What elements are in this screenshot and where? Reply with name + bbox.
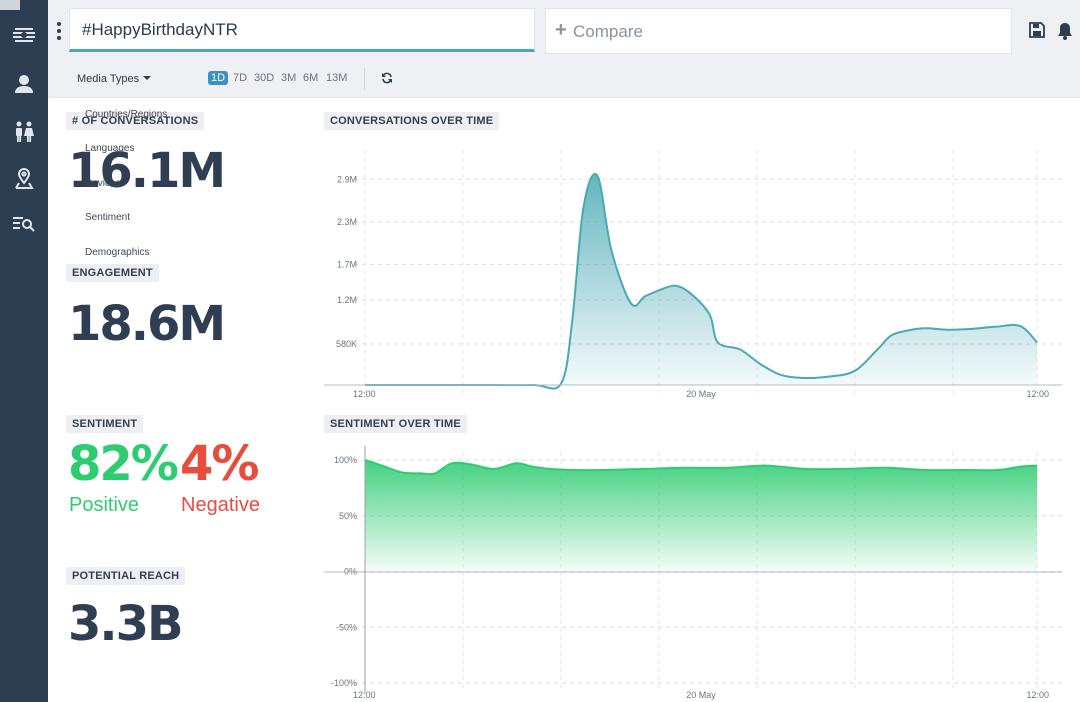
search-input[interactable]: #HappyBirthdayNTR (69, 8, 535, 52)
y-tick-label: 2.3M (337, 217, 357, 227)
range-3m[interactable]: 3M (281, 72, 297, 84)
x-tick-label: 12:00 (1026, 389, 1049, 399)
filter-bar: Media Types 1D 7D 30D 3M 6M 13M (48, 62, 1080, 98)
conversations-chart: 2.9M 2.3M 1.7M 1.2M 580K 12:00 20 May 12:00 (324, 150, 1062, 399)
caret-down-icon (143, 76, 152, 80)
y-tick-label: 2.9M (337, 174, 357, 184)
conversations-value: 16.1M (68, 143, 226, 199)
x-tick-label: 12:00 (353, 690, 376, 700)
dropdown-item-devices[interactable]: Devices (85, 178, 121, 189)
x-tick-label: 20 May (686, 690, 716, 700)
y-tick-label: -100% (331, 678, 357, 688)
range-7d[interactable]: 7D (233, 72, 248, 84)
sidebar (0, 0, 48, 702)
engagement-label: ENGAGEMENT (66, 264, 159, 282)
engagement-value: 18.6M (68, 296, 226, 352)
y-tick-label: 50% (339, 511, 357, 521)
user-icon[interactable] (12, 72, 36, 96)
x-tick-label: 12:00 (353, 389, 376, 399)
series-area (365, 460, 1037, 572)
negative-value: 4% (180, 436, 259, 492)
reach-label: POTENTIAL REACH (66, 567, 186, 585)
search-query[interactable]: #HappyBirthdayNTR (82, 20, 238, 39)
search-list-icon[interactable] (12, 212, 36, 236)
y-tick-label: 580K (336, 339, 357, 349)
series-area (365, 173, 1037, 389)
x-tick-label: 12:00 (1026, 690, 1049, 700)
sidebar-active-indicator (0, 0, 20, 10)
media-types-label: Media Types (77, 73, 140, 85)
y-tick-label: -50% (336, 622, 357, 632)
save-icon[interactable] (1029, 22, 1047, 40)
sentiment-chart: 100%50%0%-50%-100%12:00 20 May 12:00 (324, 446, 1062, 700)
bell-icon[interactable] (1057, 22, 1075, 40)
sentiment-chart-title: SENTIMENT OVER TIME (324, 415, 467, 433)
positive-value: 82% (68, 436, 179, 492)
dropdown-item-languages[interactable]: Languages (85, 143, 135, 154)
positive-label: Positive (69, 494, 140, 516)
y-tick-label: 1.7M (337, 259, 357, 269)
series-line (364, 173, 1038, 390)
dropdown-item-demographics[interactable]: Demographics (85, 247, 150, 258)
conversations-label: # OF CONVERSATIONS (66, 112, 205, 130)
range-30d[interactable]: 30D (254, 72, 275, 84)
conversations-chart-title: CONVERSATIONS OVER TIME (324, 112, 500, 130)
more-menu-icon[interactable] (56, 22, 62, 40)
people-icon[interactable] (12, 120, 36, 144)
compare-input[interactable]: + Compare (545, 8, 1012, 54)
negative-label: Negative (181, 494, 260, 516)
x-tick-label: 20 May (686, 389, 716, 399)
divider (364, 68, 365, 90)
range-6m[interactable]: 6M (303, 72, 319, 84)
refresh-icon[interactable] (381, 71, 395, 85)
map-pin-icon[interactable] (12, 167, 36, 191)
range-13m[interactable]: 13M (326, 72, 348, 84)
range-1d[interactable]: 1D (208, 71, 229, 85)
media-types-dropdown[interactable]: Media Types (77, 73, 152, 85)
reach-value: 3.3B (68, 596, 184, 652)
y-tick-label: 100% (334, 455, 357, 465)
sentiment-label: SENTIMENT (66, 415, 144, 433)
header: #HappyBirthdayNTR + Compare (48, 0, 1080, 62)
plus-icon: + (555, 19, 567, 41)
layers-icon[interactable] (12, 24, 36, 48)
series-line (364, 459, 1038, 476)
y-tick-label: 1.2M (337, 295, 357, 305)
dropdown-item-countries[interactable]: Countries/Regions (85, 109, 168, 120)
dropdown-item-sentiment[interactable]: Sentiment (85, 212, 131, 223)
compare-label: Compare (573, 22, 643, 41)
